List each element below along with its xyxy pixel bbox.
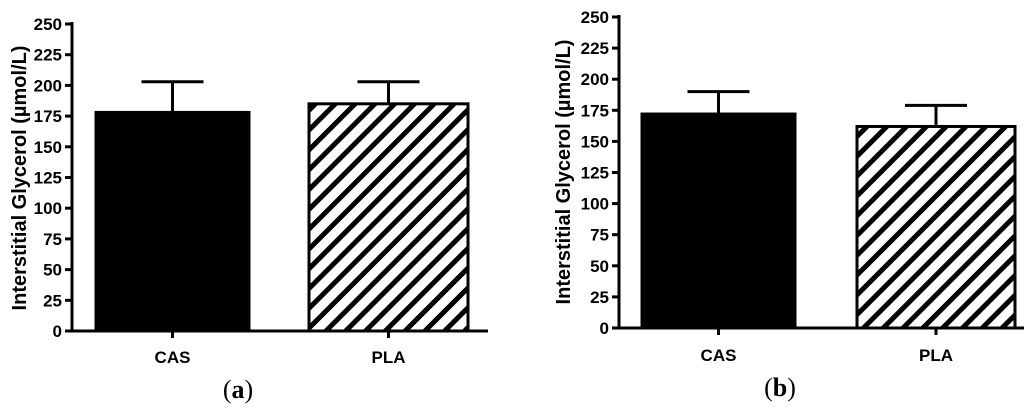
panel-label: (a) xyxy=(223,375,253,404)
y-tick-label: 25 xyxy=(590,288,609,307)
y-tick-label: 200 xyxy=(34,76,62,95)
y-tick-label: 50 xyxy=(43,261,62,280)
y-tick-label: 0 xyxy=(600,319,609,338)
y-tick-label: 250 xyxy=(34,15,62,34)
y-axis-title: Interstitial Glycerol (µmol/L) xyxy=(553,40,575,305)
x-tick-label-cas: CAS xyxy=(155,348,191,367)
y-tick-label: 125 xyxy=(34,169,62,188)
y-tick-label: 75 xyxy=(43,230,62,249)
x-tick-label-cas: CAS xyxy=(701,346,737,365)
bar-pla xyxy=(307,102,470,333)
panel-label: (b) xyxy=(764,373,796,402)
y-tick-label: 100 xyxy=(581,195,609,214)
x-tick-label-pla: PLA xyxy=(919,346,953,365)
y-tick-label: 225 xyxy=(581,39,609,58)
y-tick-label: 200 xyxy=(581,70,609,89)
y-tick-label: 250 xyxy=(581,8,609,27)
y-tick-label: 25 xyxy=(43,291,62,310)
bar-cas xyxy=(640,112,797,330)
y-axis-title: Interstitial Glycerol (µmol/L) xyxy=(9,46,31,311)
y-tick-label: 125 xyxy=(581,164,609,183)
y-tick-label: 150 xyxy=(581,132,609,151)
y-tick-label: 175 xyxy=(581,101,609,120)
y-tick-label: 175 xyxy=(34,107,62,126)
y-tick-label: 100 xyxy=(34,199,62,218)
y-tick-label: 150 xyxy=(34,138,62,157)
y-tick-label: 225 xyxy=(34,46,62,65)
y-tick-label: 0 xyxy=(53,322,62,341)
y-tick-label: 75 xyxy=(590,226,609,245)
x-tick-label-pla: PLA xyxy=(372,348,406,367)
bar-cas xyxy=(94,110,251,333)
y-tick-label: 50 xyxy=(590,257,609,276)
bar-pla xyxy=(855,124,1017,330)
